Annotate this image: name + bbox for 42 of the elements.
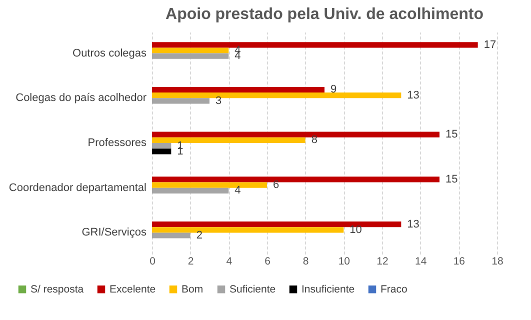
data-label: 3 xyxy=(216,94,222,107)
data-label: 8 xyxy=(311,134,318,146)
legend-label: Bom xyxy=(182,283,204,296)
data-label: 10 xyxy=(350,224,362,236)
x-tick-label: 2 xyxy=(188,256,194,268)
chart-title: Apoio prestado pela Univ. de acolhimento xyxy=(166,6,484,23)
y-tick-label: Colegas do país acolhedor xyxy=(16,92,147,104)
x-tick-label: 4 xyxy=(226,256,232,268)
x-tick-label: 12 xyxy=(376,256,388,268)
x-tick-label: 18 xyxy=(492,256,504,268)
x-tick-label: 14 xyxy=(414,256,427,268)
data-label: 15 xyxy=(446,173,458,186)
x-tick-label: 8 xyxy=(302,256,309,268)
y-tick-label: Outros colegas xyxy=(72,47,147,60)
x-tick-label: 0 xyxy=(150,256,156,268)
bar xyxy=(152,137,306,143)
legend-label: Excelente xyxy=(110,283,156,296)
bar xyxy=(152,86,324,93)
data-label: 13 xyxy=(407,89,420,102)
bar xyxy=(152,53,229,59)
data-label: 2 xyxy=(196,230,202,242)
x-tick-label: 10 xyxy=(338,256,350,268)
bar xyxy=(152,148,172,154)
data-label: 4 xyxy=(234,184,241,197)
y-tick-label: Coordenador departamental xyxy=(8,182,146,194)
legend-label: Insuficiente xyxy=(302,283,355,296)
x-tick-label: 6 xyxy=(264,256,271,268)
legend-label: Fraco xyxy=(380,283,408,296)
x-tick-label: 16 xyxy=(453,256,466,268)
bar xyxy=(152,143,172,149)
data-label: 6 xyxy=(273,179,280,192)
data-label: 15 xyxy=(446,128,458,141)
bar xyxy=(152,188,229,194)
data-label: 13 xyxy=(407,218,420,230)
legend-label: S/ resposta xyxy=(30,283,84,296)
y-tick-label: GRI/Serviços xyxy=(82,226,147,239)
bar xyxy=(152,232,190,238)
bar xyxy=(152,98,210,104)
data-label: 17 xyxy=(484,38,496,51)
legend-label: Suficiente xyxy=(230,283,276,296)
y-tick-label: Professores xyxy=(88,137,147,149)
bar xyxy=(152,48,229,54)
